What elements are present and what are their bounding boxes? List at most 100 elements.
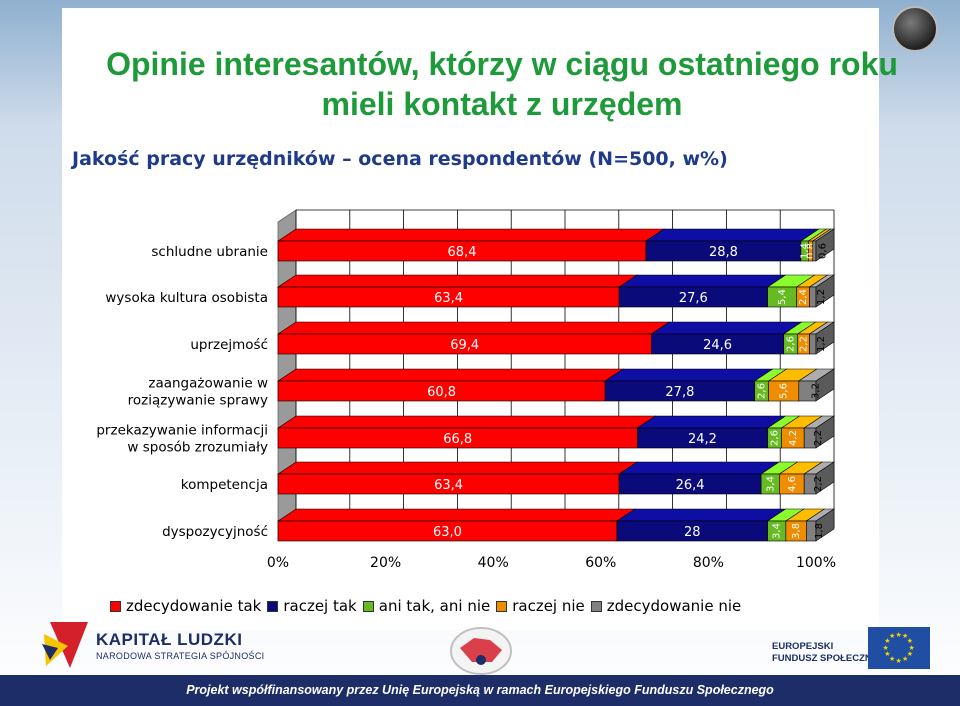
bar-top-face (604, 368, 774, 382)
bar-top-face (277, 461, 639, 475)
data-label: 28,8 (709, 245, 738, 260)
data-label: 0,8 (806, 243, 817, 259)
bar-top-face (636, 415, 787, 429)
category-label: wysoka kultura osobista (105, 290, 268, 306)
legend-item: raczej tak (267, 597, 357, 615)
legend-label: raczej nie (512, 597, 585, 615)
bar-side-face (815, 415, 835, 449)
data-label: 2,2 (799, 336, 810, 352)
bar (812, 240, 817, 262)
category-label: zaangażowanie w (148, 376, 268, 392)
eu-fund-line-1: EUROPEJSKI (772, 641, 834, 652)
category-label: uprzejmość (190, 337, 268, 353)
data-label: 26,4 (676, 478, 705, 493)
data-label: 1,4 (800, 243, 811, 259)
bar-segment (615, 508, 787, 542)
legend-swatch (110, 600, 121, 612)
bar-top-face (650, 321, 803, 335)
legend-label: zdecydowanie tak (126, 597, 262, 615)
bar-top-face (277, 508, 636, 522)
bar-segment (766, 274, 816, 308)
data-label: 66,8 (443, 432, 472, 447)
bar-segment (778, 461, 824, 495)
data-label: 2,6 (770, 430, 781, 446)
data-label: 5,4 (777, 289, 788, 305)
bar-top-face (645, 228, 820, 242)
bar-segment (277, 228, 665, 262)
category-label: roziązywanie sprawy (128, 393, 268, 409)
bar-side-face (815, 228, 835, 262)
data-label: 2,6 (757, 383, 768, 399)
legend-label: raczej tak (283, 597, 357, 615)
category-label: schludne ubranie (151, 244, 268, 260)
kapital-ludzki-subtitle: NARODOWA STRATEGIA SPÓJNOŚCI (96, 651, 265, 661)
bar-segment (645, 228, 820, 262)
kapital-ludzki-logo-icon (42, 622, 88, 668)
eu-fund-line-2: FUNDUSZ SPOŁECZNY (772, 653, 879, 664)
bar-side-face (815, 508, 835, 542)
data-label: 2,4 (798, 289, 809, 305)
bar-segment (618, 274, 787, 308)
bar-segment (767, 368, 818, 402)
x-tick-label: 40% (478, 555, 509, 571)
eu-star-icon: ★ (908, 643, 915, 652)
eu-star-icon: ★ (889, 632, 896, 641)
bar-segment (604, 368, 774, 402)
data-label: 28 (684, 525, 701, 540)
data-label: 2,2 (813, 430, 824, 446)
data-label: 4,2 (788, 430, 799, 446)
eu-star-icon: ★ (906, 650, 914, 658)
bar-segment (808, 274, 835, 308)
bar-segment (636, 415, 787, 449)
bar-segment (277, 508, 636, 542)
eu-star-icon: ★ (882, 643, 889, 652)
bar-top-face (277, 274, 639, 288)
bar-top-face (618, 461, 781, 475)
bar-top-face (277, 368, 625, 382)
eu-star-icon: ★ (895, 630, 902, 639)
data-label: 1,8 (814, 523, 825, 539)
bar-segment (803, 461, 835, 495)
bar-segment (277, 274, 639, 308)
eu-star-icon: ★ (889, 654, 896, 663)
legend-label: ani tak, ani nie (378, 597, 491, 615)
data-label: 68,4 (448, 245, 477, 260)
data-label: 4,6 (787, 476, 798, 492)
legend-item: zdecydowanie nie (590, 597, 742, 615)
chart-legend: zdecydowanie tak raczej tak ani tak, ani n… (110, 597, 747, 615)
data-label: 60,8 (427, 385, 456, 400)
bar-top-face (277, 228, 665, 242)
data-label: 0,6 (817, 243, 828, 259)
data-label: 24,2 (688, 432, 717, 447)
bar-top-face (618, 274, 787, 288)
bar-segment (618, 461, 781, 495)
bar-segment (766, 415, 801, 449)
data-label: 27,8 (665, 385, 694, 400)
legend-swatch (496, 600, 508, 612)
title-line-1: Opinie interesantów, którzy w ciągu osta… (106, 46, 898, 82)
legend-swatch (362, 600, 374, 612)
data-label: 63,0 (433, 525, 462, 540)
bar-segment (808, 321, 835, 355)
x-tick-label: 60% (585, 555, 616, 571)
x-tick-label: 20% (370, 555, 401, 571)
bar-segment (780, 415, 824, 449)
bar-segment (797, 368, 835, 402)
slide-title: Opinie interesantów, którzy w ciągu osta… (62, 44, 942, 124)
eu-star-icon: ★ (895, 656, 902, 665)
title-line-2: mieli kontakt z urzędem (321, 86, 683, 122)
x-tick-label: 100% (796, 555, 836, 571)
legend-item: raczej nie (496, 597, 585, 615)
data-label: 3,4 (772, 523, 783, 539)
legend-label: zdecydowanie nie (606, 597, 742, 615)
bar-segment (784, 508, 826, 542)
bar-top-face (277, 321, 671, 335)
data-label: 3,4 (765, 476, 776, 492)
bar-top-face (615, 508, 787, 522)
x-tick-label: 80% (693, 555, 724, 571)
bar-side-face (815, 321, 835, 355)
data-label: 2,6 (786, 336, 797, 352)
bar-segment (277, 321, 671, 355)
eu-star-icon: ★ (906, 637, 914, 645)
